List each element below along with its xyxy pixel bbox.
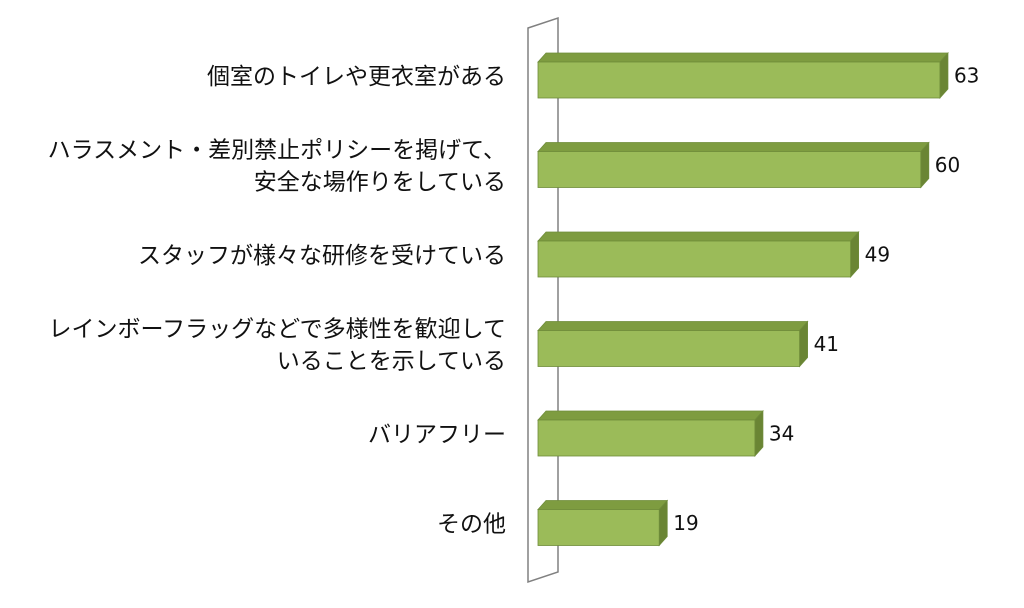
data-label: 49 (865, 243, 890, 267)
bar-front-face (537, 509, 660, 546)
bar (537, 141, 930, 189)
bar-top-face (537, 231, 860, 242)
bar (537, 409, 764, 458)
data-labels: 63 60 49 41 34 19 (673, 64, 979, 536)
bar (537, 230, 860, 279)
bar-top-face (537, 52, 949, 63)
category-axis: 個室のトイレや更衣室があるハラスメント・差別禁止ポリシーを掲げて、安全な場作りを… (48, 64, 506, 538)
chart-back-wall (527, 16, 559, 584)
category-tick-label: レインボーフラッグなどで多様性を歓迎していることを示している (49, 316, 506, 374)
bar-front-face (537, 330, 800, 367)
data-label: 19 (673, 511, 698, 535)
bar-front-face (537, 151, 922, 188)
category-tick-label: スタッフが様々な研修を受けている (138, 243, 506, 269)
bar (537, 51, 949, 100)
data-label: 60 (935, 153, 960, 177)
bar-front-face (537, 240, 852, 278)
category-tick-label: 個室のトイレや更衣室がある (207, 64, 506, 90)
category-tick-label: ハラスメント・差別禁止ポリシーを掲げて、安全な場作りをしている (48, 137, 506, 195)
data-label: 63 (954, 64, 979, 88)
bar-top-face (537, 142, 930, 152)
category-tick-label: その他 (437, 511, 506, 537)
bar-front-face (537, 419, 756, 457)
bar-top-face (537, 410, 764, 421)
bar (537, 320, 809, 368)
bar (537, 499, 669, 547)
bar-series (537, 51, 949, 547)
bar-top-face (537, 321, 809, 331)
axis-wall (527, 16, 559, 584)
data-label: 34 (769, 422, 794, 446)
bar-top-face (537, 500, 669, 510)
bar-front-face (537, 61, 941, 99)
category-tick-label: バリアフリー (368, 422, 506, 448)
data-label: 41 (814, 332, 839, 356)
